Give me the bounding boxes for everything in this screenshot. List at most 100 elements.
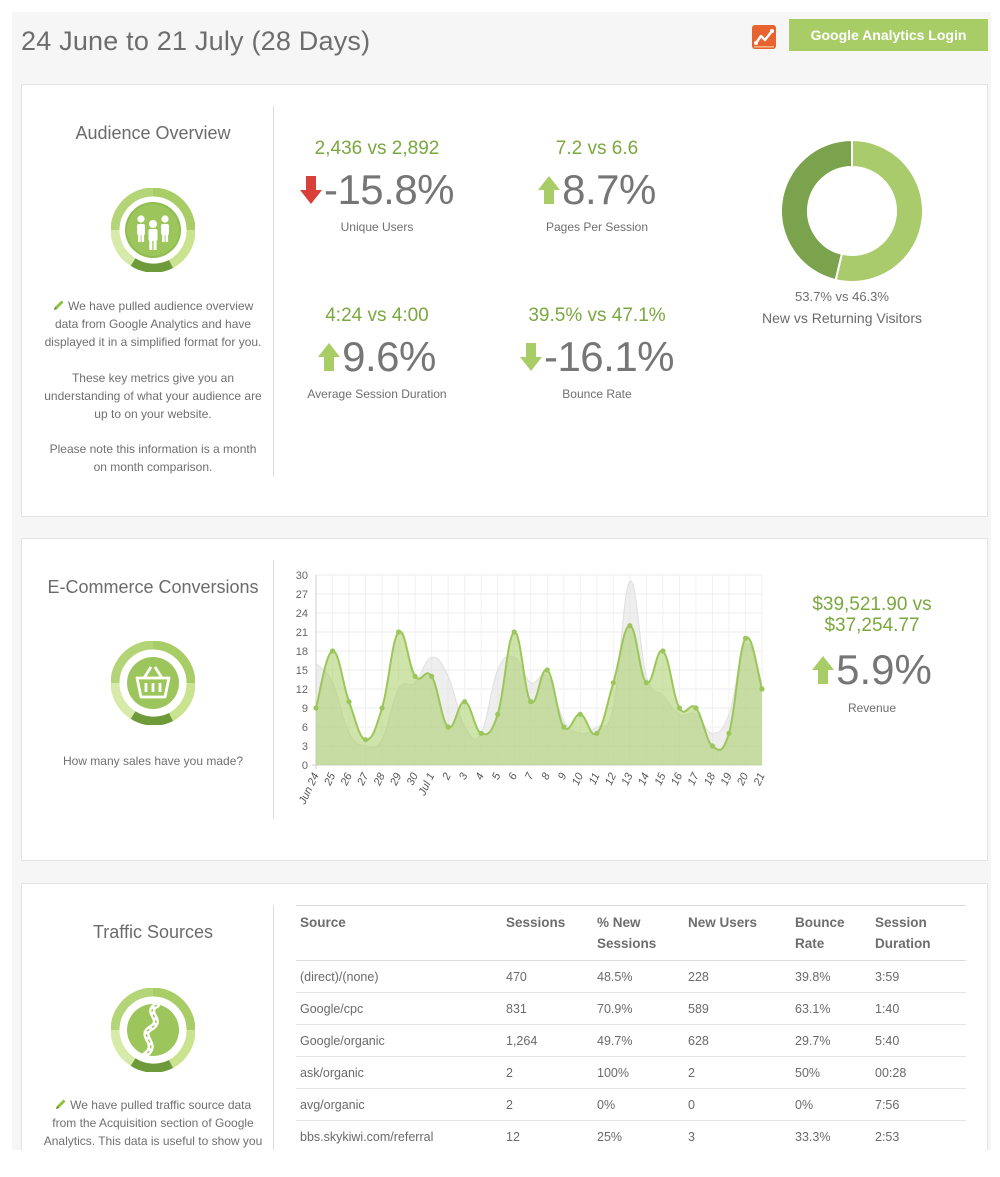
data-point[interactable] [412, 673, 418, 679]
x-tick-label: 17 [686, 770, 702, 787]
table-cell: Google/cpc [296, 992, 502, 1025]
x-tick-label: 3 [457, 770, 471, 781]
metric-bounce-rate: 39.5% vs 47.1% -16.1% Bounce Rate [502, 305, 692, 401]
column-header-bounce-rate[interactable]: Bounce Rate [791, 905, 871, 961]
table-row: (direct)/(none) 470 48.5% 228 39.8% 3:59 [296, 960, 966, 993]
dashboard-page: 24 June to 21 July (28 Days) Google Anal… [12, 12, 991, 1150]
donut-caption: 53.7% vs 46.3% [795, 289, 889, 304]
x-tick-label: 5 [490, 770, 504, 781]
table-row: bbs.skykiwi.com/referral 12 25% 3 33.3% 2:53 [296, 1120, 966, 1150]
data-point[interactable] [742, 635, 749, 641]
data-point[interactable] [429, 673, 435, 679]
audience-description: We have pulled audience overview data fr… [42, 297, 264, 351]
table-cell: 33.3% [791, 1120, 871, 1150]
metric-avg-session-duration: 4:24 vs 4:00 9.6% Average Session Durati… [282, 305, 472, 401]
metric-comparison: 7.2 vs 6.6 [555, 138, 639, 159]
revenue-change-row: 5.9% [792, 644, 952, 696]
x-tick-label: 10 [570, 770, 586, 787]
series-area-current [316, 625, 762, 765]
audience-description-p1: We have pulled audience overview data fr… [44, 299, 262, 349]
y-tick-label: 6 [302, 722, 308, 734]
data-point[interactable] [726, 730, 732, 736]
audience-overview-panel: Audience Overview We have pu [21, 84, 988, 517]
audience-group-icon [110, 187, 196, 273]
table-cell: Google/organic [296, 1024, 502, 1057]
table-cell: (direct)/(none) [296, 960, 502, 993]
x-tick-label: 12 [603, 771, 619, 787]
pencil-icon [53, 298, 65, 310]
table-cell: 0% [593, 1088, 684, 1121]
metric-label: Unique Users [340, 220, 414, 234]
table-cell: 7:56 [871, 1088, 966, 1121]
data-point[interactable] [395, 629, 402, 635]
donut-slice-new [834, 138, 924, 283]
metric-change: 9.6% [342, 333, 436, 380]
table-cell: 2 [502, 1088, 593, 1121]
table-cell: avg/organic [296, 1088, 502, 1121]
column-header-new-sessions[interactable]: % New Sessions [593, 905, 684, 961]
metric-unique-users: 2,436 vs 2,892 -15.8% Unique Users [282, 138, 472, 234]
donut-slice-returning [780, 138, 853, 282]
metric-change: -15.8% [323, 166, 455, 213]
pencil-icon [55, 1097, 67, 1109]
table-cell: 0 [684, 1088, 791, 1121]
table-cell: 25% [593, 1120, 684, 1150]
arrow-up-icon [318, 343, 341, 371]
x-tick-label: 28 [371, 770, 388, 788]
data-point[interactable] [313, 705, 319, 711]
google-analytics-login-button[interactable]: Google Analytics Login [789, 19, 988, 51]
data-point[interactable] [362, 737, 369, 743]
column-header-new-users[interactable]: New Users [684, 905, 791, 961]
data-point[interactable] [462, 699, 468, 705]
table-cell: 3 [684, 1120, 791, 1150]
arrow-up-icon [538, 176, 561, 204]
data-point[interactable] [577, 711, 583, 717]
metric-comparison: 4:24 vs 4:00 [325, 305, 429, 326]
x-tick-label: 9 [556, 771, 569, 782]
revenue-change: 5.9% [836, 646, 932, 693]
table-row: Google/cpc 831 70.9% 589 63.1% 1:40 [296, 992, 966, 1025]
data-point[interactable] [660, 648, 666, 654]
y-tick-label: 18 [296, 646, 308, 658]
data-point[interactable] [329, 648, 336, 654]
x-tick-label: 11 [587, 771, 603, 786]
arrow-down-icon [519, 343, 542, 371]
data-point[interactable] [676, 705, 683, 711]
data-point[interactable] [379, 705, 385, 711]
shopping-basket-icon [110, 640, 196, 726]
data-point[interactable] [511, 629, 517, 635]
date-range-title: 24 June to 21 July (28 Days) [21, 26, 371, 56]
data-point[interactable] [478, 730, 484, 736]
data-point[interactable] [693, 705, 699, 711]
column-header-sessions[interactable]: Sessions [502, 905, 593, 961]
data-point[interactable] [495, 711, 501, 717]
data-point[interactable] [594, 730, 600, 736]
column-header-session-duration[interactable]: Session Duration [871, 905, 966, 961]
table-cell: bbs.skykiwi.com/referral [296, 1120, 502, 1150]
data-point[interactable] [561, 724, 567, 730]
column-header-source[interactable]: Source [296, 905, 502, 961]
data-point[interactable] [643, 680, 649, 686]
data-point[interactable] [445, 724, 451, 730]
data-point[interactable] [627, 623, 633, 629]
x-tick-label: 25 [322, 770, 339, 788]
analytics-chart-icon[interactable] [752, 25, 776, 49]
table-cell: 2:53 [871, 1120, 966, 1150]
traffic-description-text: We have pulled traffic source data from … [43, 1098, 263, 1148]
table-cell: 100% [593, 1056, 684, 1089]
table-cell: 29.7% [791, 1024, 871, 1057]
x-tick-label: 2 [440, 771, 454, 783]
x-tick-label: Jul 1 [416, 771, 437, 798]
table-row: ask/organic 2 100% 2 50% 00:28 [296, 1056, 966, 1089]
table-cell: 49.7% [593, 1024, 684, 1057]
table-cell: 5:40 [871, 1024, 966, 1057]
donut-label: New vs Returning Visitors [761, 310, 923, 326]
audience-description-p3: Please note this information is a month … [49, 442, 257, 474]
data-point[interactable] [346, 699, 352, 705]
data-point[interactable] [610, 680, 616, 686]
data-point[interactable] [709, 743, 716, 749]
data-point[interactable] [528, 699, 534, 705]
y-tick-label: 3 [302, 741, 308, 753]
data-point[interactable] [544, 667, 550, 673]
data-point[interactable] [759, 686, 765, 692]
